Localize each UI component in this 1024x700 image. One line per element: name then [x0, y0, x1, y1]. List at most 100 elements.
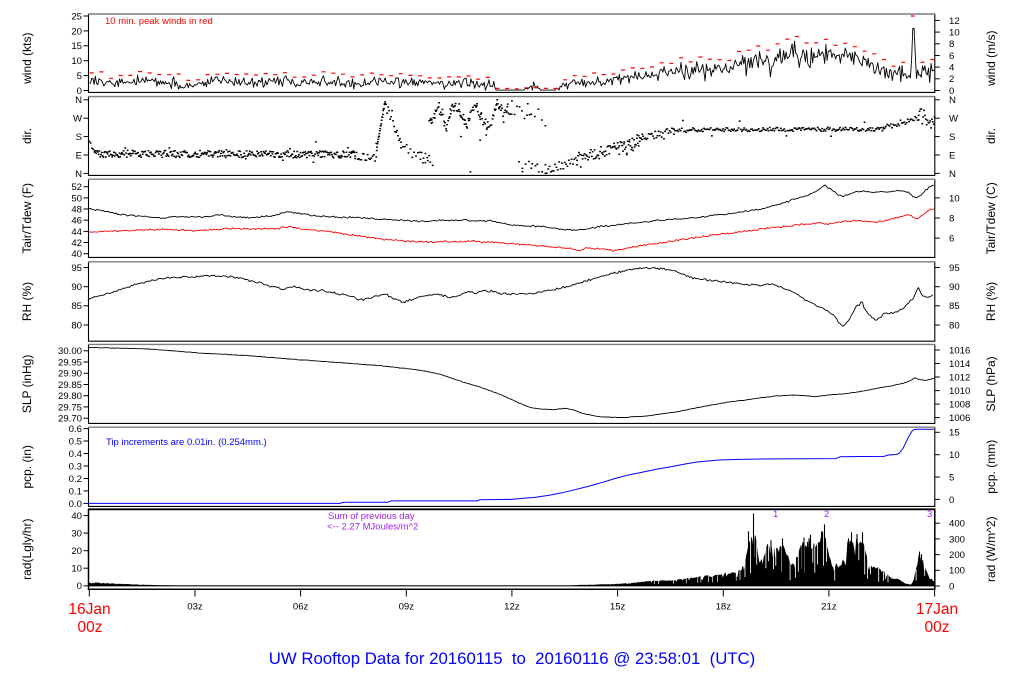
svg-text:5: 5	[949, 472, 954, 483]
svg-text:0: 0	[949, 86, 954, 97]
svg-text:0: 0	[77, 581, 82, 592]
svg-text:E: E	[76, 150, 82, 161]
svg-text:0: 0	[949, 495, 954, 506]
svg-text:1014: 1014	[949, 359, 971, 370]
svg-text:17Jan: 17Jan	[916, 601, 958, 618]
svg-text:6: 6	[949, 234, 954, 245]
svg-text:Tip increments are 0.01in. (0.: Tip increments are 0.01in. (0.254mm.)	[106, 437, 267, 448]
svg-text:wind (m/s): wind (m/s)	[984, 31, 998, 87]
svg-text:90: 90	[71, 282, 82, 293]
svg-text:SLP (inHg): SLP (inHg)	[20, 355, 34, 413]
svg-text:0.3: 0.3	[69, 461, 82, 472]
svg-text:rad (W/m^2): rad (W/m^2)	[984, 516, 998, 582]
svg-text:29.85: 29.85	[58, 380, 82, 391]
svg-text:29.75: 29.75	[58, 402, 82, 413]
svg-text:10: 10	[71, 56, 82, 67]
svg-text:06z: 06z	[293, 602, 309, 613]
svg-text:SLP (hPa): SLP (hPa)	[984, 356, 998, 411]
svg-text:29.70: 29.70	[58, 414, 82, 425]
svg-text:1006: 1006	[949, 413, 970, 424]
svg-text:0: 0	[949, 581, 954, 592]
svg-text:12z: 12z	[504, 602, 520, 613]
svg-text:Tair/Tdew (C): Tair/Tdew (C)	[984, 182, 998, 254]
svg-text:1010: 1010	[949, 386, 970, 397]
svg-text:48: 48	[71, 204, 82, 215]
svg-text:3: 3	[927, 509, 932, 520]
svg-text:15: 15	[949, 428, 960, 439]
svg-text:0.5: 0.5	[69, 436, 82, 447]
svg-text:rad(Lgly/hr): rad(Lgly/hr)	[20, 519, 34, 580]
svg-text:wind (kts): wind (kts)	[20, 33, 34, 85]
svg-text:18z: 18z	[716, 602, 732, 613]
svg-text:40: 40	[71, 511, 82, 522]
svg-text:12: 12	[949, 16, 960, 27]
svg-text:200: 200	[949, 550, 965, 561]
svg-text:80: 80	[949, 320, 960, 331]
svg-text:dir.: dir.	[20, 128, 34, 144]
svg-text:1016: 1016	[949, 345, 970, 356]
svg-text:RH (%): RH (%)	[984, 282, 998, 321]
svg-text:95: 95	[949, 263, 960, 274]
svg-text:40: 40	[71, 249, 82, 260]
svg-text:1: 1	[773, 509, 778, 520]
svg-text:25: 25	[71, 11, 82, 22]
svg-text:100: 100	[949, 566, 965, 577]
svg-text:29.95: 29.95	[58, 357, 82, 368]
svg-text:42: 42	[71, 238, 82, 249]
svg-text:pcp. (mm): pcp. (mm)	[984, 440, 998, 494]
svg-text:52: 52	[71, 182, 82, 193]
svg-text:0.6: 0.6	[69, 424, 82, 435]
svg-text:95: 95	[71, 263, 82, 274]
svg-text:29.90: 29.90	[58, 369, 82, 380]
svg-text:4: 4	[949, 63, 955, 74]
svg-text:0: 0	[77, 86, 82, 97]
svg-text:6: 6	[949, 51, 954, 62]
svg-text:20: 20	[71, 546, 82, 557]
svg-text:0.4: 0.4	[69, 449, 83, 460]
svg-text:85: 85	[949, 301, 960, 312]
svg-text:85: 85	[71, 301, 82, 312]
svg-text:N: N	[75, 95, 82, 106]
svg-text:400: 400	[949, 519, 965, 530]
svg-text:0.2: 0.2	[69, 474, 82, 485]
svg-text:W: W	[949, 114, 959, 125]
svg-text:80: 80	[71, 320, 82, 331]
svg-text:10: 10	[949, 193, 960, 204]
svg-text:44: 44	[71, 227, 82, 238]
svg-text:10 min. peak winds in red: 10 min. peak winds in red	[105, 16, 213, 27]
svg-text:50: 50	[71, 193, 82, 204]
svg-text:8: 8	[949, 39, 954, 50]
svg-text:2: 2	[824, 509, 829, 520]
svg-text:30: 30	[71, 529, 82, 540]
svg-text:pcp. (in): pcp. (in)	[20, 445, 34, 488]
svg-text:30.00: 30.00	[58, 346, 82, 357]
svg-text:1012: 1012	[949, 372, 970, 383]
svg-text:09z: 09z	[399, 602, 415, 613]
svg-text:W: W	[73, 114, 83, 125]
svg-text:15z: 15z	[610, 602, 626, 613]
svg-text:5: 5	[77, 71, 82, 82]
svg-text:0.0: 0.0	[69, 499, 82, 510]
svg-text:00z: 00z	[78, 619, 103, 636]
svg-text:16Jan: 16Jan	[68, 601, 110, 618]
svg-text:10: 10	[949, 450, 960, 461]
svg-text:10: 10	[71, 564, 82, 575]
svg-text:N: N	[949, 169, 956, 180]
svg-text:N: N	[75, 169, 82, 180]
svg-text:S: S	[76, 132, 82, 143]
svg-text:46: 46	[71, 216, 82, 227]
svg-text:UW Rooftop Data for 20160115: UW Rooftop Data for 20160115 to 20160116…	[269, 649, 756, 668]
svg-text:03z: 03z	[187, 602, 203, 613]
svg-text:0.1: 0.1	[69, 486, 82, 497]
svg-text:2: 2	[949, 74, 954, 85]
svg-text:90: 90	[949, 282, 960, 293]
svg-text:RH (%): RH (%)	[20, 282, 34, 321]
svg-text:15: 15	[71, 41, 82, 52]
svg-text:Sum of previous day: Sum of previous day	[328, 511, 415, 522]
svg-text:E: E	[949, 150, 955, 161]
svg-text:10: 10	[949, 28, 960, 39]
svg-text:21z: 21z	[821, 602, 837, 613]
svg-text:20: 20	[71, 26, 82, 37]
svg-text:00z: 00z	[925, 619, 950, 636]
svg-text:<-- 2.27 MJoules/m^2: <-- 2.27 MJoules/m^2	[327, 522, 418, 533]
